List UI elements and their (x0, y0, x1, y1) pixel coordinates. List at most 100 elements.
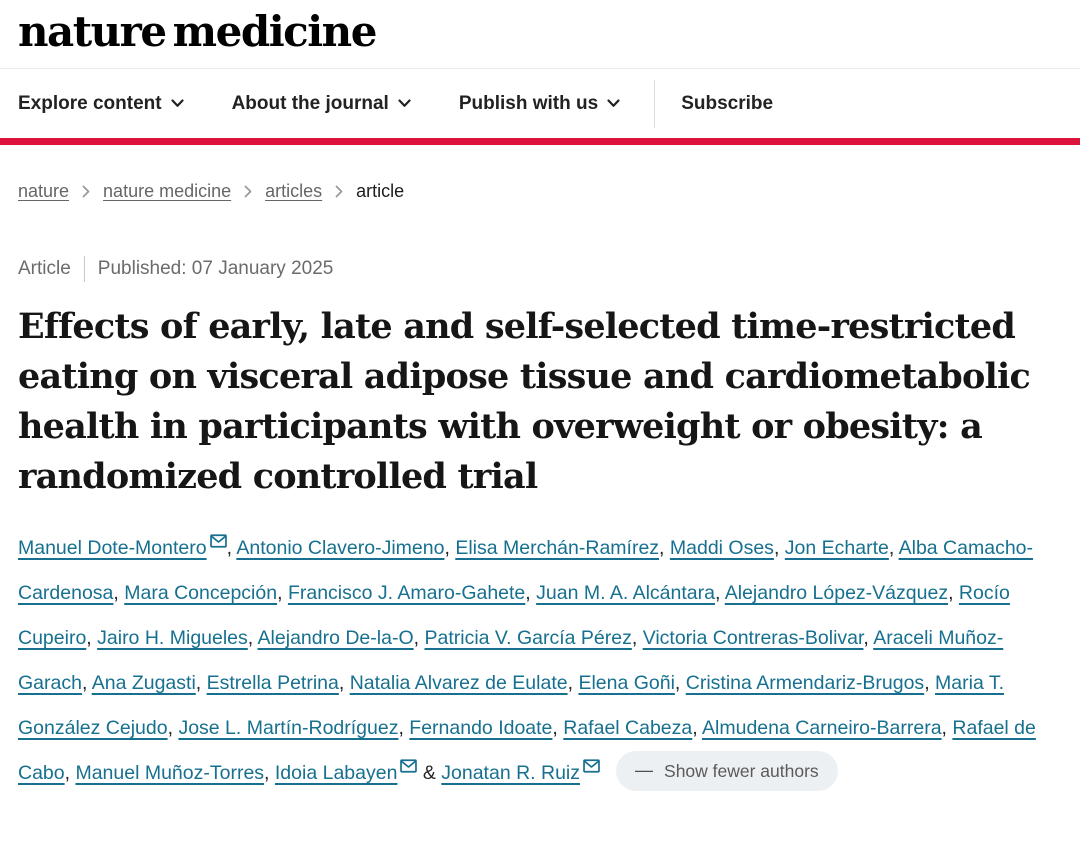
author-link[interactable]: Natalia Alvarez de Eulate (349, 672, 568, 695)
chevron-down-icon (398, 99, 411, 108)
author-separator: , (338, 672, 350, 695)
author-item: Maddi Oses, (670, 537, 785, 559)
author-link[interactable]: Manuel Muñoz-Torres (75, 762, 265, 785)
author-link[interactable]: Estrella Petrina (206, 672, 339, 695)
author-item: Idoia Labayen & (274, 759, 441, 785)
published-date: Published: 07 January 2025 (97, 258, 334, 280)
author-separator: , (924, 672, 936, 695)
author-separator: , (525, 582, 537, 605)
article-title-line: Effects of early, late and self-selected… (18, 306, 1016, 348)
author-link[interactable]: Araceli Muñoz-Garach (18, 627, 1004, 695)
author-separator: , (444, 537, 456, 560)
author-link[interactable]: Idoia Labayen (274, 762, 398, 785)
email-icon[interactable] (209, 534, 227, 548)
nav-menu-item[interactable]: Publish with us (459, 93, 620, 115)
breadcrumb-link[interactable]: nature medicine (103, 181, 232, 202)
chevron-down-icon (170, 99, 184, 108)
author-item: Natalia Alvarez de Eulate, (350, 672, 579, 694)
article-title-line: randomized controlled trial (18, 456, 538, 498)
author-link[interactable]: Mara Concepción (124, 582, 278, 605)
author-link[interactable]: Victoria Contreras-Bolivar (642, 627, 864, 650)
author-item: Jonatan R. Ruiz (441, 759, 600, 785)
article-type-label: Article (18, 258, 71, 280)
author-separator: , (714, 582, 725, 605)
author-link[interactable]: Maddi Oses (669, 537, 774, 560)
nav-item-label: Publish with us (458, 92, 599, 114)
primary-navbar: Explore content About the journal Publis… (0, 68, 1080, 139)
author-item: Rafael Cabeza, (563, 717, 702, 739)
author-item: Juan M. A. Alcántara, (536, 582, 725, 604)
author-separator: , (64, 762, 76, 785)
author-separator: , (277, 582, 288, 605)
author-link[interactable]: Francisco J. Amaro-Gahete (287, 582, 526, 605)
author-link[interactable]: Jose L. Martín-Rodríguez (178, 717, 399, 740)
author-link[interactable]: Alba Camacho-Cardenosa (18, 537, 1034, 605)
author-link[interactable]: Antonio Clavero-Jimeno (236, 537, 445, 560)
email-icon[interactable] (583, 759, 600, 773)
chevron-down-icon (607, 99, 620, 108)
show-fewer-authors-button[interactable]: — Show fewer authors (616, 751, 838, 791)
author-separator: , (659, 537, 670, 560)
author-item: Francisco J. Amaro-Gahete, (288, 582, 536, 604)
author-link[interactable]: Almudena Carneiro-Barrera (702, 717, 942, 740)
nature-medicine-logo[interactable]: nature medicine (18, 7, 377, 56)
author-list: Manuel Dote-Montero, Antonio Clavero-Jim… (18, 526, 1062, 796)
author-item: Alejandro López-Vázquez, (725, 582, 959, 604)
author-separator: , (398, 717, 410, 740)
nav-menu-item[interactable]: About the journal (232, 93, 411, 115)
author-separator: , (113, 582, 125, 605)
author-separator: , (567, 672, 579, 695)
author-link[interactable]: Patricia V. García Pérez (424, 627, 632, 650)
author-item: Jon Echarte, (785, 537, 899, 559)
meta-divider (83, 256, 85, 283)
author-list-items: Manuel Dote-Montero, Antonio Clavero-Jim… (18, 534, 1036, 785)
author-item: Araceli Muñoz-Garach, (18, 627, 1003, 694)
nav-divider (654, 79, 656, 128)
author-item: Patricia V. García Pérez, (424, 627, 642, 649)
author-item: Elena Goñi, (578, 672, 685, 694)
article-title-line: eating on visceral adipose tissue and ca… (18, 356, 1031, 398)
breadcrumb-link[interactable]: nature (18, 181, 70, 202)
author-item: Victoria Contreras-Bolivar, (643, 627, 874, 649)
author-link[interactable]: Elisa Merchán-Ramírez (455, 537, 660, 560)
author-separator: , (552, 717, 564, 740)
author-link[interactable]: Ana Zugasti (91, 672, 196, 695)
article-title: Effects of early, late and self-selected… (18, 302, 1062, 502)
breadcrumb-link[interactable]: articles (265, 181, 323, 202)
author-separator: , (941, 717, 953, 740)
author-link[interactable]: Alejandro López-Vázquez (724, 582, 949, 605)
author-link[interactable]: Rafael de Cabo (18, 717, 1036, 785)
author-link[interactable]: Jon Echarte (784, 537, 889, 560)
author-separator: , (167, 717, 179, 740)
author-link[interactable]: Rocío Cupeiro (18, 582, 1010, 650)
author-item: Mara Concepción, (124, 582, 288, 604)
author-item: Manuel Dote-Montero, (18, 534, 236, 560)
author-item: Estrella Petrina, (207, 672, 350, 694)
email-icon[interactable] (400, 759, 418, 773)
author-link[interactable]: Alejandro De-la-O (257, 627, 414, 650)
masthead: nature medicine (0, 0, 1080, 68)
author-link[interactable]: Jonatan R. Ruiz (441, 762, 581, 785)
author-link[interactable]: Jairo H. Migueles (97, 627, 248, 650)
nav-menu-item[interactable]: Explore content (18, 93, 184, 115)
author-link[interactable]: Fernando Idoate (409, 717, 553, 740)
breadcrumb-current: article (356, 181, 405, 202)
subscribe-link[interactable]: Subscribe (681, 92, 774, 114)
author-link[interactable]: Elena Goñi (578, 672, 675, 695)
author-link[interactable]: Cristina Armendariz-Brugos (685, 672, 925, 695)
chevron-right-icon (244, 185, 252, 198)
author-link[interactable]: Juan M. A. Alcántara (536, 582, 715, 605)
author-link[interactable]: Rafael Cabeza (563, 717, 693, 740)
author-item: Almudena Carneiro-Barrera, (702, 717, 952, 739)
article-title-line: health in participants with overweight o… (18, 406, 983, 448)
chevron-right-icon (335, 185, 343, 198)
author-link[interactable]: Manuel Dote-Montero (18, 537, 207, 560)
author-item: Elisa Merchán-Ramírez, (455, 537, 670, 559)
author-item: Jairo H. Migueles, (97, 627, 257, 649)
author-separator: , (631, 627, 643, 650)
author-separator: , (692, 717, 703, 740)
author-link[interactable]: Maria T. González Cejudo (18, 672, 1005, 740)
author-separator: , (888, 537, 899, 560)
chevron-right-icon (82, 185, 90, 198)
author-separator: , (674, 672, 686, 695)
